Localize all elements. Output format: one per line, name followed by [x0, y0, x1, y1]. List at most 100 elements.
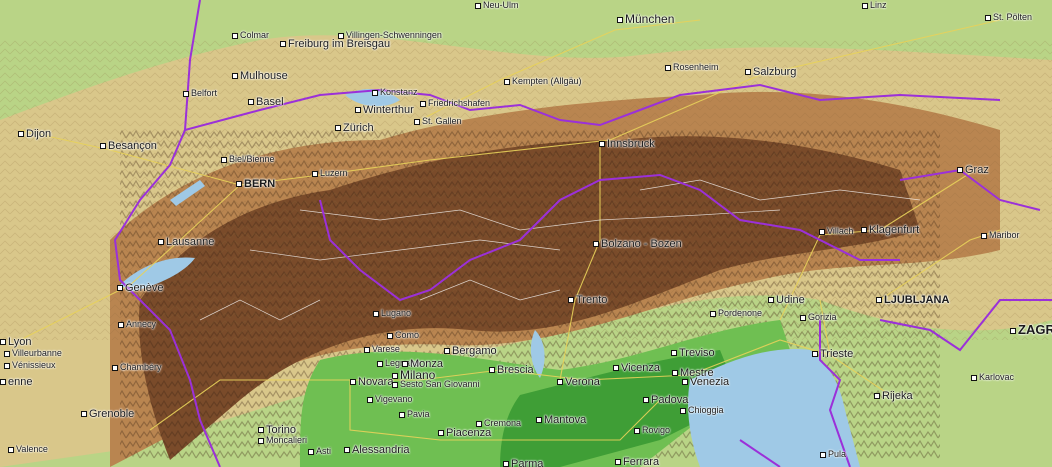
- city-label[interactable]: Klagenfurt: [861, 224, 919, 236]
- city-label[interactable]: Graz: [957, 164, 989, 176]
- city-label[interactable]: BERN: [236, 178, 275, 190]
- city-label[interactable]: Genève: [117, 282, 164, 294]
- city-label[interactable]: Kempten (Allgäu): [504, 76, 582, 86]
- city-name: Udine: [776, 294, 805, 306]
- city-label[interactable]: St. Pölten: [985, 12, 1032, 22]
- city-label[interactable]: Friedrichshafen: [420, 98, 490, 108]
- city-label[interactable]: München: [617, 12, 674, 26]
- city-label[interactable]: Lausanne: [158, 236, 214, 248]
- city-label[interactable]: Grenoble: [81, 408, 134, 420]
- city-name: Valence: [16, 444, 48, 454]
- city-label[interactable]: ZAGR: [1010, 322, 1052, 337]
- city-label[interactable]: Venezia: [682, 376, 729, 388]
- city-label[interactable]: Milano: [392, 368, 435, 382]
- lake-neuchatel: [170, 180, 205, 206]
- city-label[interactable]: Konstanz: [372, 87, 418, 97]
- city-name: Rijeka: [882, 390, 913, 402]
- city-label[interactable]: Mantova: [536, 414, 586, 426]
- city-label[interactable]: Besançon: [100, 140, 157, 152]
- city-name: Novara: [358, 376, 394, 388]
- city-label[interactable]: Cremona: [476, 418, 521, 428]
- city-name: Dijon: [26, 128, 52, 140]
- city-label[interactable]: Monza: [402, 358, 443, 370]
- city-label[interactable]: Trieste: [812, 348, 853, 360]
- city-label[interactable]: Valence: [8, 444, 48, 454]
- city-label[interactable]: Vénissieux: [4, 360, 56, 370]
- city-name: Mestre: [680, 367, 714, 379]
- city-label[interactable]: Mestre: [672, 367, 714, 379]
- city-label[interactable]: Freiburg im Breisgau: [280, 38, 390, 50]
- city-label[interactable]: Lugano: [373, 308, 411, 318]
- city-label[interactable]: Brescia: [489, 364, 534, 376]
- city-label[interactable]: Winterthur: [355, 104, 414, 116]
- city-label[interactable]: Rijeka: [874, 390, 913, 402]
- city-marker-icon: [232, 32, 238, 39]
- city-label[interactable]: Chambéry: [112, 362, 162, 372]
- city-name: Kempten (Allgäu): [512, 76, 582, 86]
- city-label[interactable]: Karlovac: [971, 372, 1014, 382]
- city-name: Ferrara: [623, 456, 660, 467]
- city-label[interactable]: Belfort: [183, 88, 217, 98]
- city-label[interactable]: Ferrara: [615, 456, 659, 467]
- city-label[interactable]: Alessandria: [344, 444, 409, 456]
- city-label[interactable]: Rosenheim: [665, 62, 719, 72]
- city-label[interactable]: Rovigo: [634, 425, 670, 435]
- city-label[interactable]: Trento: [568, 294, 607, 306]
- city-label[interactable]: Treviso: [671, 347, 715, 359]
- city-label[interactable]: Pordenone: [710, 308, 762, 318]
- city-label[interactable]: enne: [0, 376, 32, 388]
- city-label[interactable]: Lyon: [0, 336, 31, 348]
- city-label[interactable]: Moncalieri: [258, 435, 307, 445]
- city-marker-icon: [536, 417, 542, 424]
- city-label[interactable]: Parma: [503, 458, 543, 467]
- city-label[interactable]: Zürich: [335, 122, 374, 134]
- city-label[interactable]: Luzern: [312, 168, 348, 178]
- road-network: [19, 19, 1001, 441]
- city-label[interactable]: Como: [387, 330, 419, 340]
- city-label[interactable]: Bergamo: [444, 345, 497, 357]
- city-label[interactable]: Torino: [258, 424, 296, 436]
- city-name: Mulhouse: [240, 70, 288, 82]
- city-label[interactable]: Linz: [862, 0, 887, 10]
- city-label[interactable]: Asti: [308, 446, 331, 456]
- city-label[interactable]: Sesto San Giovanni: [392, 379, 480, 389]
- city-label[interactable]: Neu-Ulm: [475, 0, 519, 10]
- hills-relief-texture: [0, 40, 1052, 340]
- city-label[interactable]: Villeurbanne: [4, 348, 62, 358]
- city-label[interactable]: LJUBLJANA: [876, 294, 949, 306]
- city-label[interactable]: Udine: [768, 294, 805, 306]
- city-label[interactable]: Padova: [643, 394, 688, 406]
- city-name: Vicenza: [621, 362, 660, 374]
- city-label[interactable]: Salzburg: [745, 66, 796, 78]
- city-label[interactable]: Novara: [350, 376, 393, 388]
- city-label[interactable]: Dijon: [18, 128, 51, 140]
- city-marker-icon: [183, 90, 189, 97]
- city-label[interactable]: Bolzano - Bozen: [593, 238, 682, 250]
- city-label[interactable]: Villach: [819, 226, 853, 236]
- city-name: Klagenfurt: [869, 224, 920, 236]
- city-label[interactable]: Innsbruck: [599, 138, 655, 150]
- city-label[interactable]: Gorizia: [800, 312, 837, 322]
- city-label[interactable]: Annecy: [118, 319, 156, 329]
- city-label[interactable]: Varese: [364, 344, 400, 354]
- city-label[interactable]: Mulhouse: [232, 70, 288, 82]
- city-label[interactable]: Villingen-Schwenningen: [338, 30, 442, 40]
- city-label[interactable]: Colmar: [232, 30, 269, 40]
- city-label[interactable]: Pavia: [399, 409, 430, 419]
- city-label[interactable]: Verona: [557, 376, 600, 388]
- city-label[interactable]: Pula: [820, 449, 846, 459]
- city-label[interactable]: St. Gallen: [414, 116, 462, 126]
- city-name: Venezia: [690, 376, 730, 388]
- city-label[interactable]: Basel: [248, 96, 284, 108]
- city-label[interactable]: Vicenza: [613, 362, 660, 374]
- city-label[interactable]: Vigevano: [367, 394, 412, 404]
- city-marker-icon: [985, 14, 991, 21]
- city-label[interactable]: Chioggia: [680, 405, 724, 415]
- city-name: Piacenza: [446, 427, 492, 439]
- city-label[interactable]: Maribor: [981, 230, 1020, 240]
- city-label[interactable]: Biel/Bienne: [221, 154, 275, 164]
- city-name: BERN: [244, 178, 276, 190]
- city-label[interactable]: Piacenza: [438, 427, 491, 439]
